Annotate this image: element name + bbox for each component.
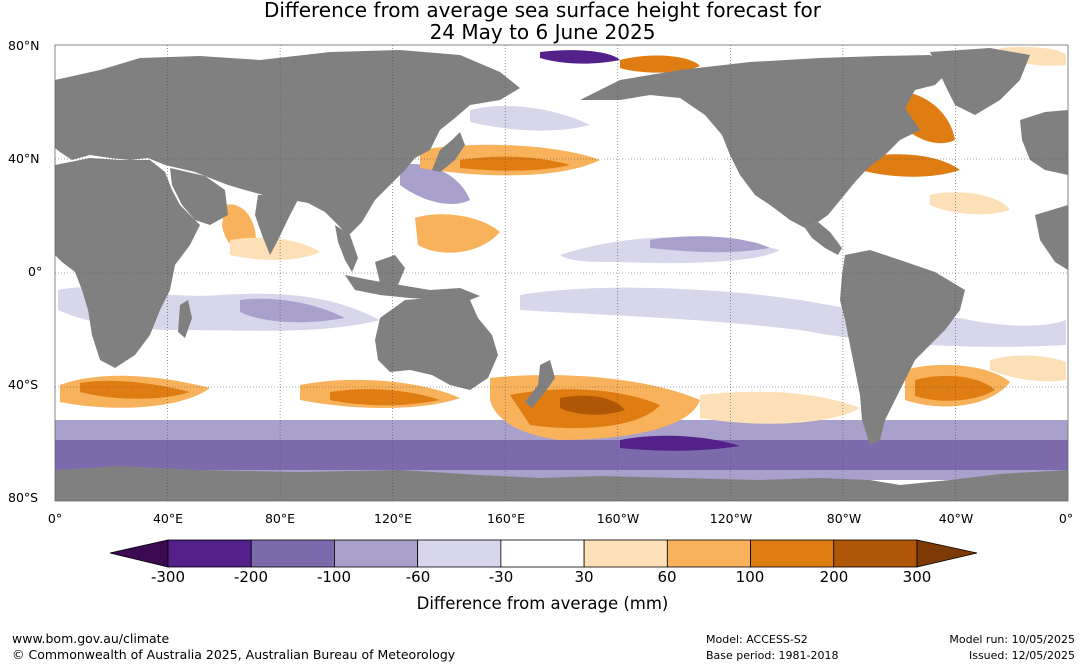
- anomaly-region: [230, 237, 320, 260]
- lon-label-120e: 120°E: [373, 511, 413, 526]
- lon-label-40w: 40°W: [938, 511, 974, 526]
- colorbar-tick: -300: [150, 568, 186, 586]
- footer-copyright: © Commonwealth of Australia 2025, Austra…: [12, 647, 456, 662]
- anomaly-region: [915, 375, 995, 401]
- colorbar-segment: [583, 539, 668, 568]
- anomaly-region: [415, 214, 500, 253]
- colorbar-tick: 100: [735, 568, 765, 586]
- landmass-madagascar: [178, 300, 192, 338]
- anomaly-region: [650, 236, 770, 253]
- landmass-greenland: [930, 48, 1030, 115]
- landmass-africa: [55, 158, 200, 368]
- colorbar-segment: [666, 539, 751, 568]
- colorbar-tick: -100: [316, 568, 352, 586]
- colorbar-tick: 60: [657, 568, 677, 586]
- colorbar-tick: 30: [574, 568, 594, 586]
- landmass-antarctica: [55, 466, 1068, 501]
- anomaly-region: [930, 192, 1010, 215]
- landmass-south-america: [840, 250, 965, 445]
- lat-lon-grid: [55, 45, 1068, 501]
- map-frame: [54, 44, 1069, 502]
- anomaly-region: [560, 395, 625, 415]
- landmass-indonesia: [345, 275, 480, 300]
- landmass-arabia: [170, 168, 228, 225]
- anomaly-region: [400, 164, 470, 205]
- lat-label-40n: 40°N: [8, 151, 40, 166]
- colorbar-tick: -200: [233, 568, 269, 586]
- land-layer: [55, 48, 1068, 501]
- lon-label-120w: 120°W: [709, 511, 753, 526]
- anomaly-region: [470, 105, 590, 131]
- landmass-north-america: [580, 55, 950, 228]
- lon-label-160w: 160°W: [596, 511, 640, 526]
- lon-label-0-end: 0°: [1058, 511, 1074, 526]
- colorbar-tick: 300: [902, 568, 932, 586]
- lon-label-160e: 160°E: [486, 511, 526, 526]
- colorbar-lower-extension: [109, 539, 169, 568]
- colorbar-segment: [250, 539, 335, 568]
- landmass-new-zealand: [525, 360, 555, 408]
- colorbar-tick: -30: [488, 568, 514, 586]
- lat-label-40s: 40°S: [8, 377, 39, 392]
- colorbar-tick: -60: [405, 568, 431, 586]
- anomaly-region: [540, 50, 620, 64]
- colorbar-tick: 200: [819, 568, 849, 586]
- anomaly-region: [460, 156, 570, 171]
- landmass-borneo: [375, 255, 405, 285]
- anomaly-region: [700, 391, 860, 424]
- landmass-europe-west: [1020, 110, 1068, 175]
- landmass-australia: [375, 292, 498, 390]
- colorbar-segment: [750, 539, 835, 568]
- lon-label-0: 0°: [47, 511, 63, 526]
- colorbar-segment: [500, 539, 585, 568]
- footer-model: Model: ACCESS-S2: [706, 633, 808, 646]
- map-title-line2: 24 May to 6 June 2025: [429, 20, 656, 44]
- lat-label-80n: 80°N: [8, 38, 40, 53]
- footer-model-run: Model run: 10/05/2025: [949, 633, 1075, 646]
- lon-label-80e: 80°E: [264, 511, 296, 526]
- colorbar-segment: [833, 539, 918, 568]
- landmass-india: [255, 195, 300, 255]
- anomaly-region: [620, 435, 740, 451]
- lat-label-equator: 0°: [28, 264, 43, 279]
- lon-label-40e: 40°E: [152, 511, 184, 526]
- lon-label-80w: 80°W: [826, 511, 862, 526]
- colorbar-segment: [417, 539, 502, 568]
- colorbar-segment: [334, 539, 419, 568]
- landmass-southeast-asia: [335, 225, 358, 272]
- anomaly-region: [80, 380, 190, 399]
- landmass-japan: [432, 132, 465, 172]
- anomaly-region: [860, 154, 960, 177]
- anomaly-region: [240, 298, 345, 323]
- landmass-central-america: [805, 222, 842, 255]
- landmass-eurasia: [55, 50, 520, 236]
- lat-label-80s: 80°S: [8, 490, 39, 505]
- anomaly-region: [990, 355, 1066, 382]
- landmass-west-africa: [1035, 205, 1068, 270]
- colorbar-label: Difference from average (mm): [416, 594, 669, 613]
- anomaly-layer: [55, 46, 1068, 480]
- colorbar-segment: [167, 539, 252, 568]
- map-title-line1: Difference from average sea surface heig…: [263, 0, 822, 22]
- footer-issued: Issued: 12/05/2025: [968, 649, 1075, 662]
- anomaly-region: [620, 55, 700, 73]
- anomaly-southern-band-deep: [55, 440, 1068, 470]
- colorbar-upper-extension: [916, 539, 978, 568]
- footer-base-period: Base period: 1981-2018: [706, 649, 839, 662]
- anomaly-region: [330, 389, 440, 406]
- footer-url: www.bom.gov.au/climate: [12, 631, 170, 646]
